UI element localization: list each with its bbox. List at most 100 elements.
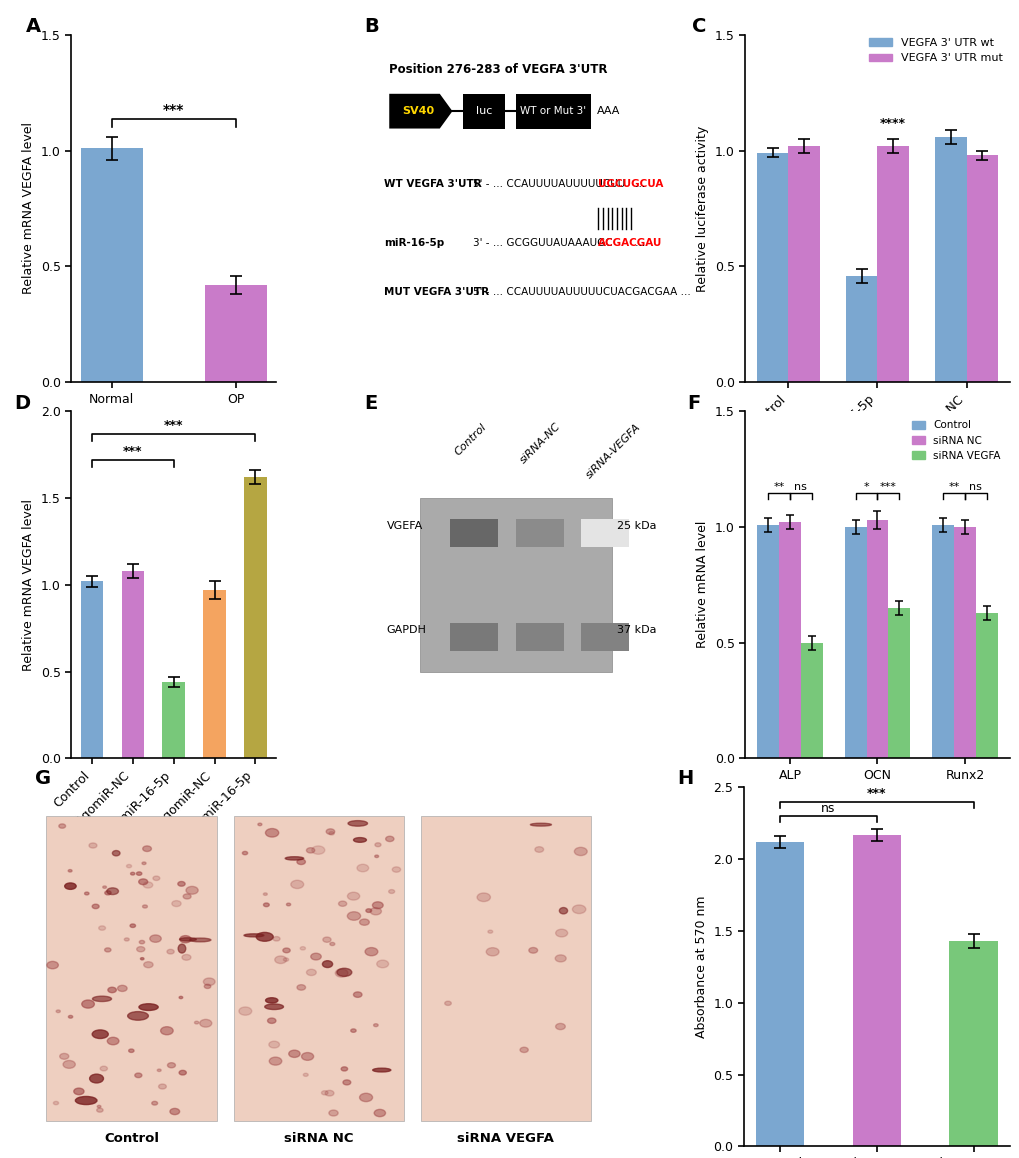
Bar bbox=[755, 842, 803, 1146]
Text: ns: ns bbox=[968, 482, 981, 492]
Text: AAA: AAA bbox=[596, 107, 620, 116]
Text: 5' - … CCAUUUUAUUUUUCUACGACGAA …: 5' - … CCAUUUUAUUUUUCUACGACGAA … bbox=[472, 287, 690, 296]
Circle shape bbox=[238, 1007, 252, 1016]
FancyBboxPatch shape bbox=[233, 816, 404, 1121]
Circle shape bbox=[105, 891, 111, 895]
Circle shape bbox=[126, 865, 131, 867]
Bar bbox=[966, 155, 997, 382]
Circle shape bbox=[200, 1019, 212, 1027]
Circle shape bbox=[170, 1108, 179, 1115]
Text: F: F bbox=[686, 394, 699, 412]
Ellipse shape bbox=[179, 938, 197, 941]
Text: 5' - … CCAUUUUAUUUUUCUU: 5' - … CCAUUUUAUUUUUCUU bbox=[472, 179, 625, 189]
Circle shape bbox=[137, 946, 145, 952]
Circle shape bbox=[179, 1070, 186, 1075]
Text: Position 276-283 of VEGFA 3'UTR: Position 276-283 of VEGFA 3'UTR bbox=[389, 63, 607, 75]
Circle shape bbox=[274, 957, 286, 963]
Bar bbox=[244, 477, 266, 758]
Circle shape bbox=[158, 1084, 166, 1089]
Circle shape bbox=[354, 992, 362, 997]
Circle shape bbox=[338, 901, 346, 907]
Text: Control: Control bbox=[104, 1133, 159, 1145]
Circle shape bbox=[143, 904, 148, 908]
Ellipse shape bbox=[92, 1029, 108, 1039]
Text: luc: luc bbox=[475, 107, 492, 116]
Circle shape bbox=[321, 1091, 328, 1095]
Circle shape bbox=[68, 1016, 72, 1018]
Circle shape bbox=[99, 926, 105, 930]
Circle shape bbox=[53, 1101, 58, 1105]
Circle shape bbox=[177, 881, 184, 886]
Text: 37 kDa: 37 kDa bbox=[616, 625, 655, 635]
Bar bbox=[205, 285, 266, 382]
Text: ***: *** bbox=[164, 419, 183, 432]
Circle shape bbox=[258, 823, 262, 826]
Circle shape bbox=[365, 947, 377, 955]
Circle shape bbox=[288, 1050, 300, 1057]
FancyBboxPatch shape bbox=[515, 94, 591, 129]
Text: ***: *** bbox=[866, 787, 886, 800]
Bar bbox=[852, 835, 900, 1146]
Circle shape bbox=[375, 843, 381, 846]
Circle shape bbox=[385, 836, 393, 842]
Circle shape bbox=[167, 950, 174, 954]
Circle shape bbox=[392, 867, 400, 872]
Circle shape bbox=[150, 935, 161, 943]
Text: B: B bbox=[364, 17, 378, 36]
Circle shape bbox=[85, 892, 89, 895]
FancyBboxPatch shape bbox=[515, 519, 564, 547]
Circle shape bbox=[347, 911, 361, 921]
Circle shape bbox=[59, 823, 65, 828]
Circle shape bbox=[183, 894, 191, 899]
Circle shape bbox=[326, 829, 334, 834]
Bar bbox=[846, 276, 876, 382]
Text: …: … bbox=[634, 179, 644, 189]
Text: SV40: SV40 bbox=[401, 107, 434, 116]
Circle shape bbox=[357, 864, 368, 872]
Bar bbox=[779, 522, 800, 758]
FancyBboxPatch shape bbox=[515, 623, 564, 651]
Text: **: ** bbox=[772, 482, 784, 492]
Text: siRNA VEGFA: siRNA VEGFA bbox=[457, 1133, 553, 1145]
Ellipse shape bbox=[322, 961, 332, 968]
Ellipse shape bbox=[336, 968, 352, 976]
Circle shape bbox=[82, 1001, 95, 1009]
Text: siRNA-VEGFA: siRNA-VEGFA bbox=[583, 422, 642, 481]
Circle shape bbox=[328, 831, 334, 835]
Circle shape bbox=[351, 1029, 356, 1032]
Text: Control: Control bbox=[452, 422, 487, 457]
Circle shape bbox=[103, 886, 106, 888]
Ellipse shape bbox=[90, 1075, 103, 1083]
Circle shape bbox=[311, 953, 321, 960]
Circle shape bbox=[372, 902, 383, 909]
Circle shape bbox=[195, 1021, 199, 1024]
Circle shape bbox=[487, 930, 492, 933]
Circle shape bbox=[63, 1061, 75, 1069]
Ellipse shape bbox=[93, 996, 111, 1002]
Circle shape bbox=[528, 947, 537, 953]
Bar bbox=[949, 941, 997, 1146]
Circle shape bbox=[297, 859, 305, 865]
Bar bbox=[203, 591, 225, 758]
Bar bbox=[756, 525, 779, 758]
Circle shape bbox=[370, 908, 381, 915]
Ellipse shape bbox=[347, 821, 367, 826]
Text: UGCUGCUA: UGCUGCUA bbox=[597, 179, 662, 189]
Text: D: D bbox=[14, 394, 31, 412]
Bar bbox=[975, 613, 997, 758]
Bar bbox=[788, 146, 818, 382]
Circle shape bbox=[520, 1047, 528, 1053]
Circle shape bbox=[574, 848, 587, 856]
Ellipse shape bbox=[372, 1068, 390, 1072]
Text: WT or Mut 3': WT or Mut 3' bbox=[520, 107, 586, 116]
Ellipse shape bbox=[354, 837, 366, 842]
Circle shape bbox=[263, 903, 269, 907]
Text: siRNA-NC: siRNA-NC bbox=[518, 422, 561, 466]
Text: …: … bbox=[634, 239, 644, 248]
Circle shape bbox=[124, 938, 129, 941]
Bar bbox=[800, 643, 822, 758]
Circle shape bbox=[117, 985, 127, 991]
Y-axis label: Relative mRNA level: Relative mRNA level bbox=[696, 521, 708, 648]
Circle shape bbox=[135, 1073, 142, 1078]
Text: ***: *** bbox=[879, 482, 896, 492]
